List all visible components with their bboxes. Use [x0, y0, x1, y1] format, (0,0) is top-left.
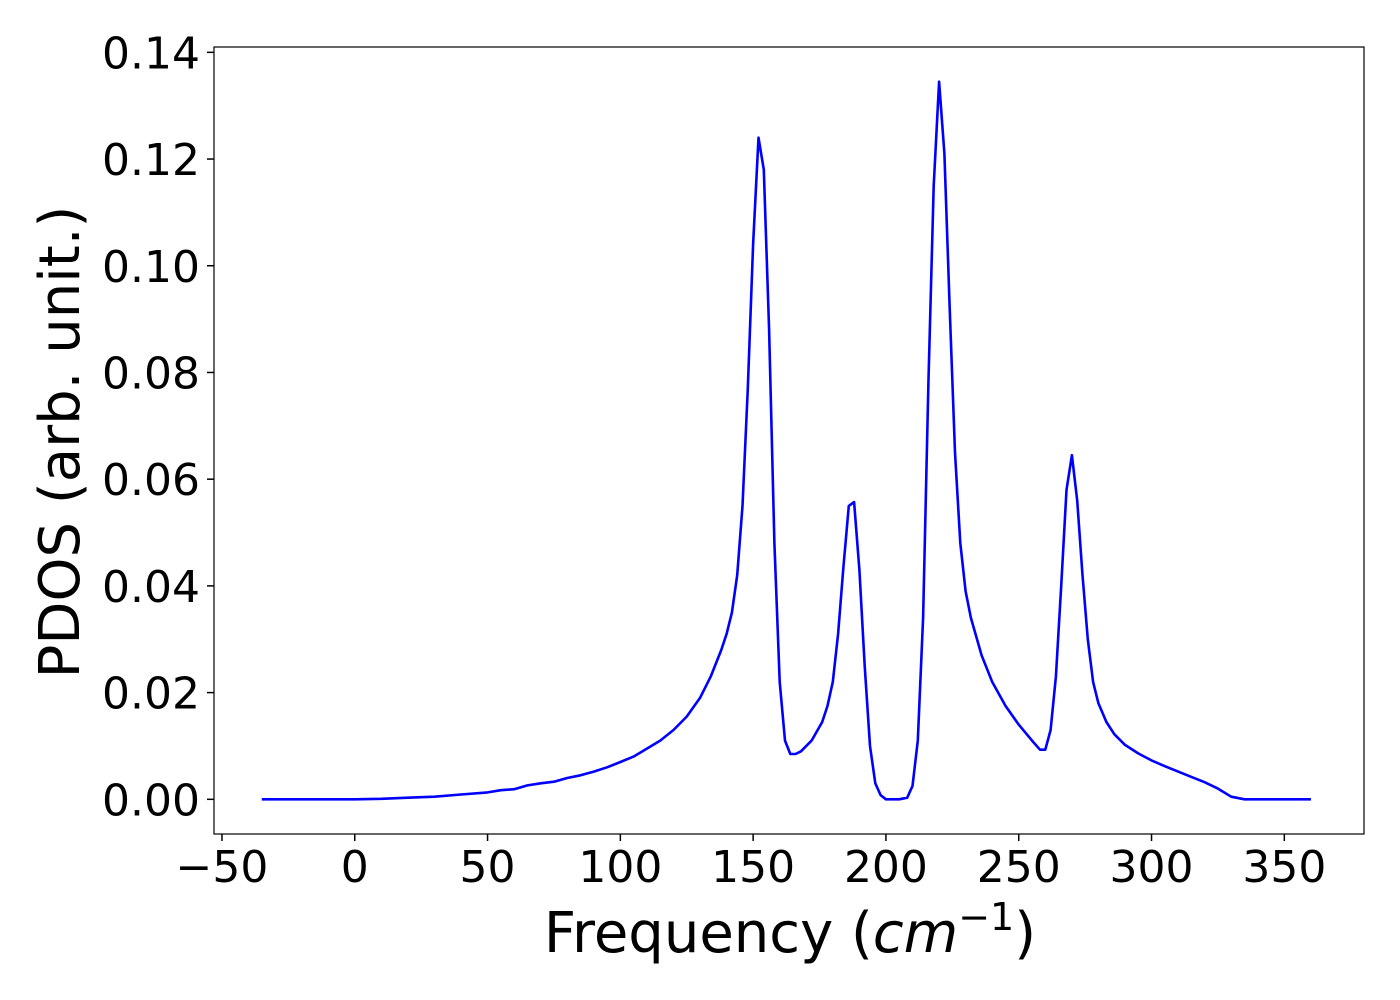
x-axis-title-exponent: −1	[958, 895, 1014, 939]
y-tick-label: 0.08	[102, 348, 200, 399]
y-tick-label: 0.06	[102, 455, 200, 506]
x-tick-label: 50	[460, 842, 516, 893]
x-tick-label: 200	[844, 842, 928, 893]
y-axis: 0.00 0.02 0.04 0.06 0.08 0.10 0.12 0.14	[102, 28, 214, 826]
x-tick-label: 350	[1242, 842, 1326, 893]
plot-frame	[213, 46, 1365, 835]
y-axis-title: PDOS (arb. unit.)	[28, 206, 93, 679]
x-axis-title-close: )	[1014, 901, 1036, 966]
x-tick-label: 0	[341, 842, 369, 893]
y-tick-label: 0.12	[102, 135, 200, 186]
x-tick-label: 300	[1110, 842, 1194, 893]
y-tick-label: 0.02	[102, 669, 200, 720]
x-tick-label: 100	[578, 842, 662, 893]
x-tick-label: 250	[977, 842, 1061, 893]
x-axis-title-text: Frequency (	[544, 901, 873, 966]
x-tick-label: −50	[176, 842, 269, 893]
x-tick-label: 150	[711, 842, 795, 893]
y-tick-label: 0.00	[102, 775, 200, 826]
x-axis-title: Frequency (cm−1)	[544, 895, 1036, 966]
y-tick-label: 0.14	[102, 28, 200, 79]
pdos-series-line	[261, 80, 1311, 801]
y-tick-label: 0.10	[102, 242, 200, 293]
plot-area	[213, 46, 1365, 835]
y-tick-label: 0.04	[102, 562, 200, 613]
x-axis-title-unit: cm	[873, 901, 958, 966]
x-axis: −50 0 50 100 150 200 250 300 350	[176, 834, 1326, 893]
